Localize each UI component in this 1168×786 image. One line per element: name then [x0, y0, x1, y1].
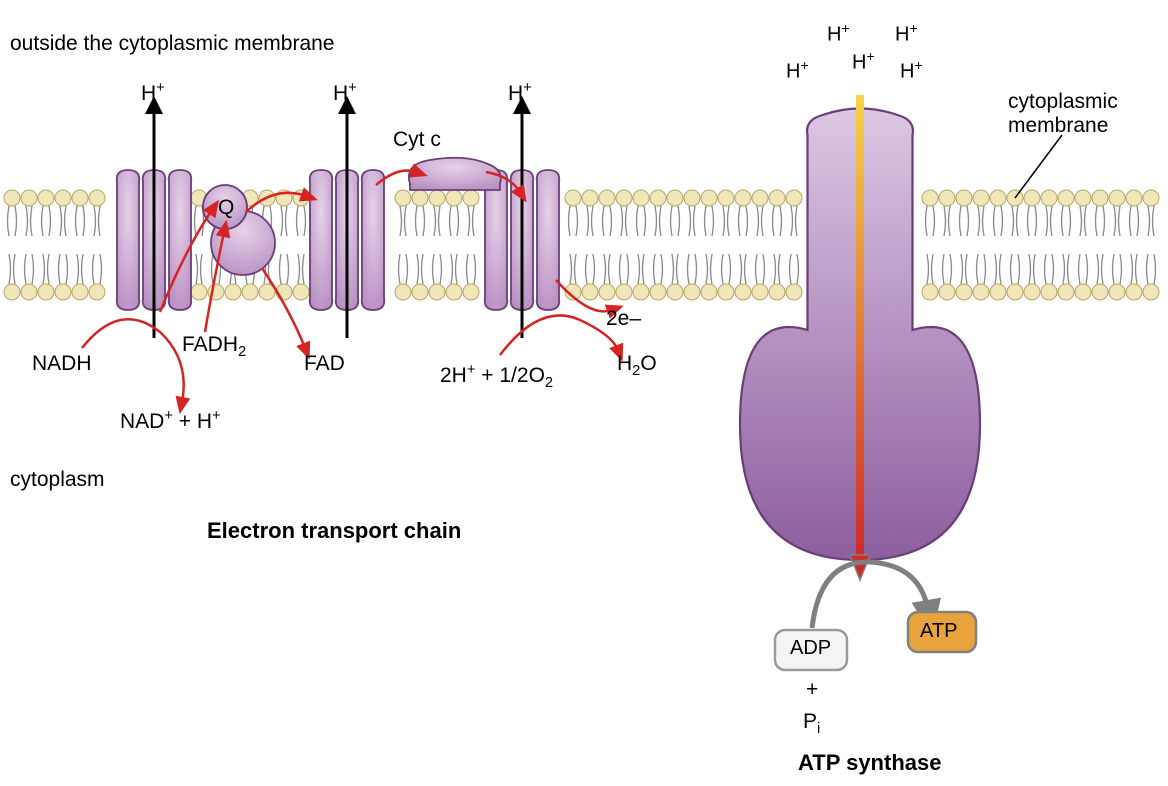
label-fadh2: FADH2	[182, 333, 246, 360]
label-etc-title: Electron transport chain	[207, 518, 461, 544]
label-nadh: NADH	[32, 352, 92, 376]
etc-diagram-canvas: outside the cytoplasmic membrane cytopla…	[0, 0, 1168, 781]
label-nad-h: NAD+ + H+	[120, 408, 221, 434]
label-h-s5: H+	[900, 57, 923, 84]
label-q: Q	[218, 196, 234, 220]
label-fad: FAD	[304, 352, 345, 376]
label-h-s4: H+	[895, 20, 918, 47]
label-adp: ADP	[790, 637, 831, 660]
label-cytoplasm: cytoplasm	[10, 468, 105, 492]
diagram-svg	[0, 0, 1168, 781]
label-h-c4: H+	[508, 80, 532, 106]
label-h-s3: H+	[852, 48, 875, 75]
label-cytc: Cyt c	[393, 128, 441, 152]
label-plus: +	[806, 678, 818, 702]
label-h-c1: H+	[141, 80, 165, 106]
label-h-c3: H+	[333, 80, 357, 106]
label-h-s1: H+	[786, 57, 809, 84]
label-cyto-membrane: cytoplasmicmembrane	[1008, 90, 1118, 138]
label-h-s2: H+	[827, 20, 850, 47]
label-atp-synthase-title: ATP synthase	[798, 750, 941, 776]
label-water: H2O	[617, 352, 657, 379]
label-2e: 2e–	[606, 307, 641, 331]
label-outside-membrane: outside the cytoplasmic membrane	[10, 32, 335, 56]
label-atp: ATP	[920, 620, 957, 643]
label-reactants: 2H+ + 1/2O2	[440, 362, 553, 391]
label-pi: Pi	[803, 710, 820, 737]
